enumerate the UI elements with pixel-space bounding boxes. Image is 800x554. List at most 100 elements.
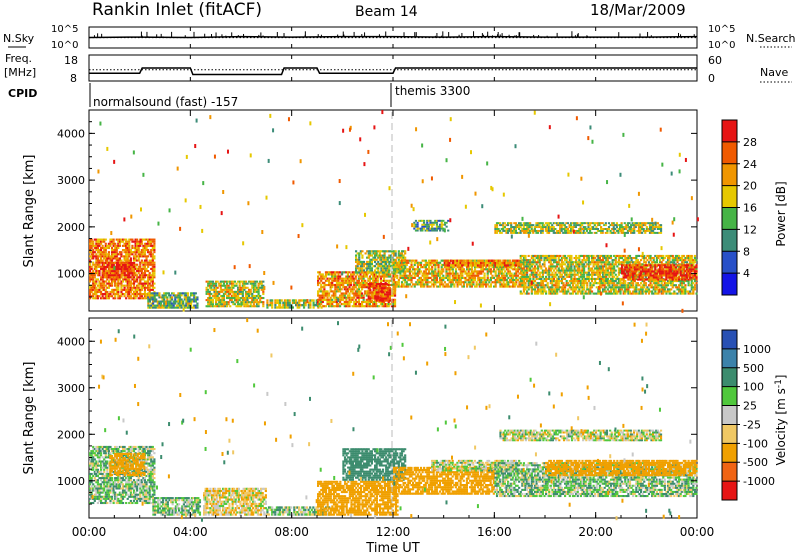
power-cell bbox=[617, 273, 621, 276]
nave-tick-bottom: 0 bbox=[708, 72, 715, 85]
power-cell bbox=[178, 292, 182, 295]
power-cell bbox=[587, 259, 590, 262]
power-cell bbox=[136, 259, 139, 262]
power-cell bbox=[96, 255, 100, 258]
power-cell bbox=[117, 295, 120, 298]
power-cell bbox=[262, 305, 265, 308]
power-cell bbox=[364, 279, 367, 282]
power-cell bbox=[329, 288, 332, 291]
power-cell bbox=[107, 268, 111, 271]
power-cell bbox=[115, 282, 118, 285]
power-cell bbox=[174, 298, 177, 301]
power-cell bbox=[367, 287, 370, 290]
power-cell bbox=[410, 261, 413, 264]
power-cell bbox=[342, 298, 345, 301]
power-cell bbox=[640, 259, 643, 262]
power-cell bbox=[383, 285, 387, 288]
power-cell bbox=[628, 254, 632, 257]
power-cell bbox=[103, 293, 106, 296]
power-cell bbox=[155, 304, 158, 307]
power-cell bbox=[355, 254, 358, 257]
power-cell bbox=[134, 249, 137, 252]
power-cell bbox=[95, 288, 98, 291]
power-cell bbox=[624, 254, 627, 257]
power-cell bbox=[644, 282, 647, 285]
power-cell bbox=[396, 274, 399, 277]
power-cell bbox=[370, 254, 374, 257]
power-cell bbox=[587, 275, 590, 278]
power-cell bbox=[147, 251, 150, 254]
power-cell bbox=[205, 286, 208, 289]
power-cell bbox=[89, 290, 92, 294]
power-cell bbox=[167, 294, 171, 297]
power-cell bbox=[429, 263, 432, 267]
power-cell bbox=[627, 288, 630, 291]
power-cell bbox=[142, 246, 145, 250]
power-cell bbox=[169, 302, 172, 305]
power-cell bbox=[545, 267, 548, 270]
power-cell bbox=[129, 253, 132, 256]
power-cell bbox=[115, 274, 118, 277]
power-cell bbox=[362, 296, 365, 299]
power-cell bbox=[96, 272, 100, 275]
power-cell bbox=[485, 281, 488, 284]
power-cell bbox=[560, 265, 564, 268]
power-cell bbox=[114, 253, 117, 256]
power-cell bbox=[164, 304, 167, 307]
power-cell bbox=[271, 301, 274, 304]
power-cell bbox=[222, 294, 226, 298]
power-cell bbox=[337, 279, 340, 282]
power-cell bbox=[554, 256, 557, 260]
power-cell bbox=[492, 268, 496, 271]
power-cell bbox=[148, 298, 152, 301]
power-cell bbox=[89, 286, 92, 289]
power-cell bbox=[589, 292, 592, 295]
power-cell bbox=[644, 261, 647, 264]
power-cell bbox=[89, 293, 92, 296]
power-cell bbox=[129, 251, 132, 254]
power-cell bbox=[106, 244, 109, 247]
power-cell bbox=[524, 282, 527, 285]
power-cell bbox=[101, 272, 104, 275]
power-cell bbox=[109, 268, 112, 271]
power-cell bbox=[644, 284, 647, 287]
power-cell bbox=[134, 259, 137, 262]
power-cell bbox=[107, 261, 111, 264]
power-cell bbox=[227, 301, 230, 304]
power-cell bbox=[442, 274, 445, 277]
power-cell bbox=[139, 295, 142, 298]
power-cell bbox=[126, 259, 129, 262]
power-cell bbox=[211, 301, 215, 304]
power-cell bbox=[321, 300, 324, 304]
power-cell bbox=[92, 249, 95, 252]
power-cell bbox=[96, 238, 100, 241]
power-cell bbox=[453, 285, 456, 288]
power-cell bbox=[389, 273, 392, 276]
power-cell bbox=[117, 288, 120, 291]
power-cell bbox=[169, 296, 172, 299]
power-cell bbox=[380, 289, 383, 292]
power-cell bbox=[137, 253, 140, 256]
power-cell bbox=[589, 263, 592, 266]
power-cell bbox=[134, 244, 137, 247]
power-cell bbox=[646, 286, 649, 289]
power-cell bbox=[103, 286, 106, 289]
power-cell bbox=[473, 278, 477, 282]
power-cell bbox=[259, 299, 262, 302]
power-cell bbox=[153, 267, 156, 270]
power-cell bbox=[95, 238, 98, 241]
power-cell bbox=[152, 302, 155, 305]
power-cell bbox=[590, 286, 594, 289]
power-cell bbox=[121, 278, 125, 281]
power-cell bbox=[140, 251, 143, 254]
power-cell bbox=[180, 300, 183, 303]
power-cell bbox=[114, 249, 117, 252]
power-cell bbox=[107, 276, 111, 279]
power-cell bbox=[196, 302, 199, 305]
power-cell bbox=[554, 267, 557, 270]
power-cell bbox=[587, 256, 590, 260]
power-cell bbox=[106, 257, 109, 260]
power-cell bbox=[139, 274, 142, 277]
power-cell bbox=[103, 240, 106, 243]
power-cell bbox=[89, 276, 92, 279]
